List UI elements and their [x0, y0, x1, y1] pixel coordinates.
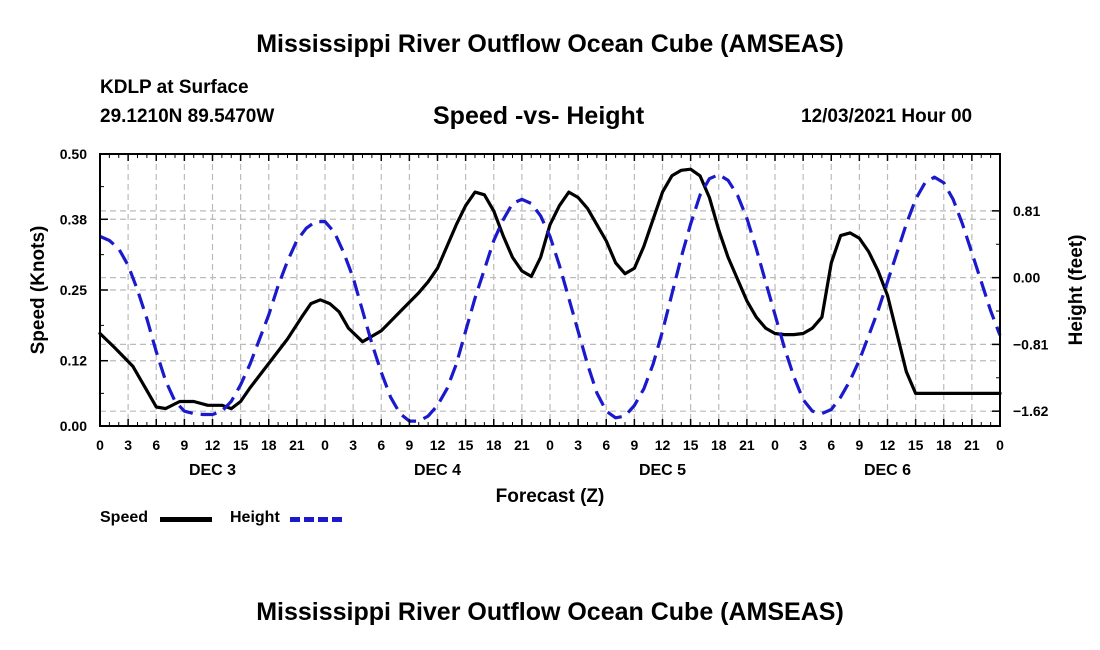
- x-tick-label: 3: [574, 437, 582, 453]
- x-axis-label: Forecast (Z): [496, 486, 605, 507]
- x-tick-label: 12: [880, 437, 896, 453]
- y2-tick-label: −1.62: [1013, 403, 1049, 419]
- y-tick-label: 0.00: [60, 418, 87, 434]
- x-tick-label: 18: [486, 437, 502, 453]
- legend-speed-swatch: [160, 517, 212, 522]
- legend-speed-label: Speed: [100, 509, 149, 526]
- y2-tick-label: 0.81: [1013, 203, 1040, 219]
- x-tick-label: 0: [96, 437, 104, 453]
- x-tick-label: 15: [908, 437, 924, 453]
- x-tick-label: 0: [321, 437, 329, 453]
- x-tick-label: 9: [180, 437, 188, 453]
- chart-subtitle: Speed -vs- Height: [433, 102, 645, 130]
- day-label: DEC 5: [639, 462, 686, 479]
- x-tick-label: 21: [964, 437, 980, 453]
- x-tick-label: 0: [546, 437, 554, 453]
- x-tick-label: 12: [655, 437, 671, 453]
- x-tick-label: 9: [405, 437, 413, 453]
- x-tick-label: 6: [152, 437, 160, 453]
- x-tick-label: 3: [349, 437, 357, 453]
- day-label: DEC 4: [414, 462, 461, 479]
- x-tick-label: 9: [855, 437, 863, 453]
- x-tick-label: 15: [233, 437, 249, 453]
- x-tick-label: 21: [289, 437, 305, 453]
- x-tick-label: 21: [514, 437, 530, 453]
- x-tick-label: 0: [771, 437, 779, 453]
- x-tick-label: 15: [683, 437, 699, 453]
- x-tick-label: 18: [261, 437, 277, 453]
- y-tick-label: 0.50: [60, 146, 87, 162]
- footer-chart-title: Mississippi River Outflow Ocean Cube (AM…: [256, 598, 844, 626]
- station-label: KDLP at Surface: [100, 77, 249, 98]
- x-tick-label: 9: [630, 437, 638, 453]
- legend-height-swatch: [290, 517, 342, 522]
- y2-axis-label: Height (feet): [1066, 235, 1087, 346]
- x-tick-label: 0: [996, 437, 1004, 453]
- x-tick-label: 6: [377, 437, 385, 453]
- x-tick-label: 15: [458, 437, 474, 453]
- y-axis-label: Speed (Knots): [28, 226, 49, 355]
- x-tick-label: 18: [936, 437, 952, 453]
- x-tick-label: 6: [827, 437, 835, 453]
- station-coordinates: 29.1210N 89.5470W: [100, 106, 275, 127]
- y-tick-label: 0.38: [60, 211, 87, 227]
- x-tick-label: 3: [799, 437, 807, 453]
- legend-height-label: Height: [230, 509, 280, 526]
- chart-title: Mississippi River Outflow Ocean Cube (AM…: [256, 30, 844, 58]
- forecast-datetime: 12/03/2021 Hour 00: [801, 106, 973, 127]
- day-label: DEC 3: [189, 462, 236, 479]
- series-line-height: [99, 173, 1002, 423]
- x-tick-label: 6: [602, 437, 610, 453]
- x-tick-label: 18: [711, 437, 727, 453]
- day-label: DEC 6: [864, 462, 911, 479]
- y2-tick-label: −0.81: [1013, 336, 1049, 352]
- y2-tick-label: 0.00: [1013, 270, 1040, 286]
- x-tick-label: 12: [205, 437, 221, 453]
- y-tick-label: 0.25: [60, 282, 87, 298]
- series-line-speed: [98, 167, 1002, 411]
- x-tick-label: 3: [124, 437, 132, 453]
- y-tick-label: 0.12: [60, 353, 87, 369]
- x-tick-label: 21: [739, 437, 755, 453]
- x-tick-label: 12: [430, 437, 446, 453]
